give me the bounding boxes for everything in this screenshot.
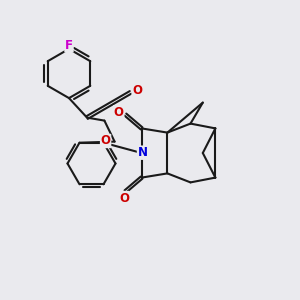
Text: O: O xyxy=(119,191,129,205)
Text: O: O xyxy=(100,134,111,148)
Text: N: N xyxy=(137,146,148,159)
Text: F: F xyxy=(65,39,73,52)
Text: O: O xyxy=(132,84,142,98)
Text: O: O xyxy=(114,106,124,119)
